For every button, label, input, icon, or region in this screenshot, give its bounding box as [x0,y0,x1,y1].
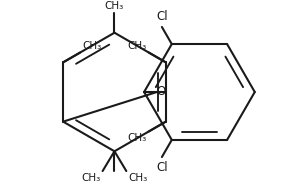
Text: O: O [156,86,166,98]
Text: CH₃: CH₃ [82,40,102,50]
Text: CH₃: CH₃ [128,134,147,144]
Text: CH₃: CH₃ [128,40,147,50]
Text: CH₃: CH₃ [128,173,147,183]
Text: CH₃: CH₃ [81,173,101,183]
Text: Cl: Cl [156,10,168,23]
Text: CH₃: CH₃ [105,1,124,11]
Text: Cl: Cl [156,161,168,174]
